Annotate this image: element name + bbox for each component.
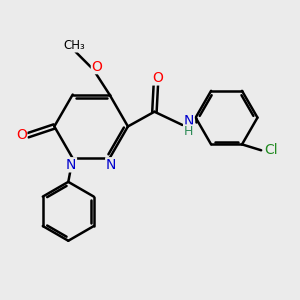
Text: Cl: Cl: [265, 143, 278, 157]
Text: H: H: [184, 125, 194, 138]
Text: N: N: [184, 114, 194, 128]
Text: CH₃: CH₃: [63, 39, 85, 52]
Text: N: N: [66, 158, 76, 172]
Text: O: O: [92, 60, 102, 74]
Text: O: O: [152, 71, 163, 85]
Text: O: O: [16, 128, 27, 142]
Text: N: N: [106, 158, 116, 172]
